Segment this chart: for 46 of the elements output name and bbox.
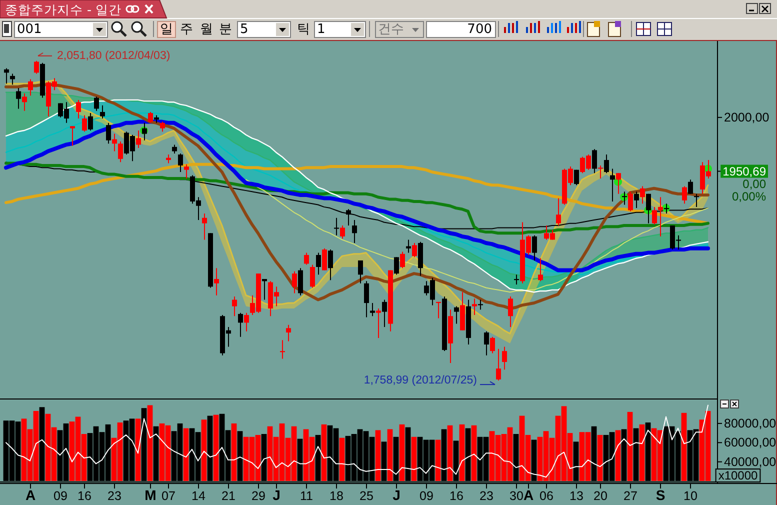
x-tick-label: S bbox=[656, 487, 666, 503]
x-tick-label: 20 bbox=[594, 489, 608, 503]
control: 001 bbox=[14, 21, 108, 38]
x-tick-label: 23 bbox=[480, 489, 494, 503]
control: 건수 bbox=[375, 21, 424, 38]
x-tick-label: M bbox=[144, 487, 156, 503]
control: 틱 bbox=[297, 22, 310, 37]
y-tick-label: 40000,00 bbox=[724, 454, 776, 469]
control: 분 bbox=[219, 22, 232, 37]
x-tick-label: 09 bbox=[420, 489, 434, 503]
x-tick-label: 11 bbox=[300, 489, 314, 503]
x-tick-label: 16 bbox=[450, 489, 464, 503]
x-tick-label: 23 bbox=[108, 489, 122, 503]
control: 월 bbox=[200, 22, 213, 37]
x-tick-label: 13 bbox=[570, 489, 584, 503]
x-tick-label: 29 bbox=[252, 489, 266, 503]
x-tick-label: 25 bbox=[360, 489, 374, 503]
tab: 종합주가지수 - 일간 bbox=[0, 0, 168, 18]
x-tick-label: A bbox=[25, 487, 36, 503]
x-tick-label: 07 bbox=[162, 489, 176, 503]
control: 주 bbox=[180, 22, 193, 37]
x-tick-label: J bbox=[272, 487, 280, 503]
text: 0,00% bbox=[732, 189, 766, 204]
price-label: 1950,69 bbox=[720, 164, 768, 178]
x-tick-label: 18 bbox=[330, 489, 344, 503]
y-tick-label: 80000,00 bbox=[724, 416, 776, 430]
x-tick-label: 21 bbox=[222, 489, 236, 503]
note: 1,758,99 (2012/07/25) bbox=[364, 374, 496, 387]
x-tick-label: 09 bbox=[54, 489, 68, 503]
x-tick-label: J bbox=[392, 487, 400, 503]
text: 0,00 bbox=[742, 176, 766, 191]
x-tick-label: 30 bbox=[510, 489, 524, 503]
x-tick-label: A bbox=[523, 487, 534, 503]
ylabel: x10000 bbox=[715, 468, 761, 482]
x-tick-label: 10 bbox=[684, 489, 698, 503]
control: 700 bbox=[426, 21, 496, 38]
note: 2,051,80 (2012/04/03) bbox=[38, 50, 170, 62]
control: 5 bbox=[237, 21, 291, 38]
y-tick-label: 2000,00 bbox=[724, 110, 770, 124]
x-tick-label: 06 bbox=[540, 489, 554, 503]
x-tick-label: 16 bbox=[78, 489, 92, 503]
x-tick-label: 27 bbox=[624, 489, 638, 503]
control: 일 bbox=[157, 21, 176, 38]
control: 1 bbox=[314, 21, 366, 38]
x-tick-label: 14 bbox=[192, 489, 206, 503]
y-tick-label: 60000,00 bbox=[724, 436, 776, 450]
